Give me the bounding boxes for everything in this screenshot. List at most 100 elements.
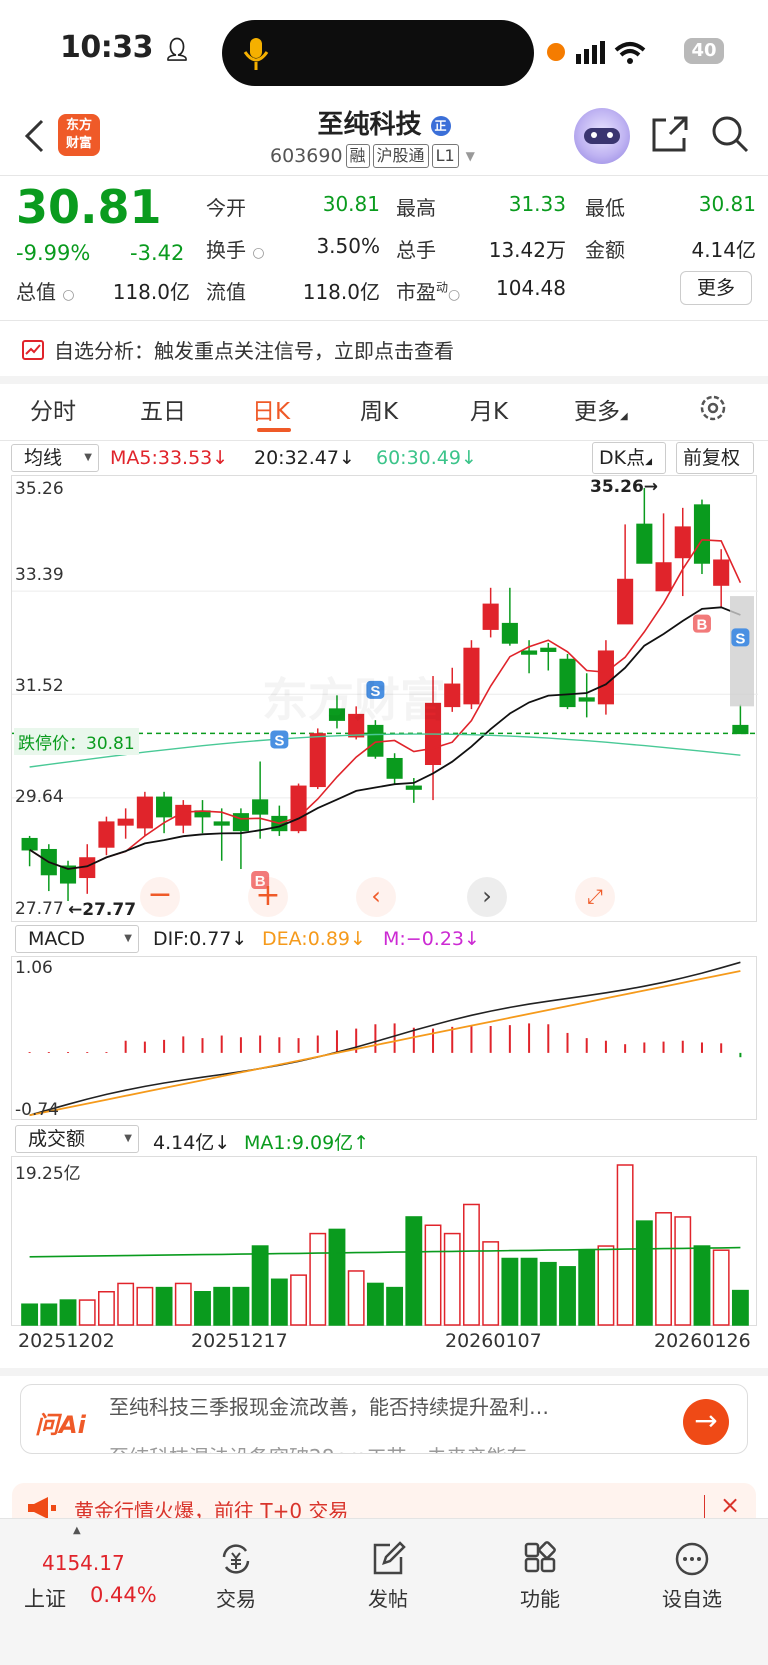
dea-value: DEA:0.89↓ [262, 928, 366, 950]
turnover-value: 3.50% [316, 234, 380, 258]
kline-chart-panel[interactable]: B S S B S [11, 475, 758, 923]
dk-point-button[interactable]: DK点◢ [592, 442, 666, 474]
candle-fill [348, 714, 364, 737]
open-label: 今开 [206, 196, 246, 220]
ma20-line [29, 606, 741, 870]
tab-weekly-k[interactable]: 周K [360, 399, 399, 425]
search-icon[interactable] [710, 114, 750, 154]
volume-bar [117, 1282, 135, 1326]
nav-trade[interactable]: 交易 [186, 1541, 286, 1612]
sell-marker: S [366, 680, 385, 700]
ma60-line [29, 733, 741, 768]
y-tick-3: 31.52 [15, 676, 64, 696]
megaphone-icon [28, 1497, 56, 1519]
tab-divider [0, 440, 768, 441]
ma5-line [29, 538, 742, 870]
tab-intraday[interactable]: 分时 [30, 399, 76, 425]
candle-body [59, 865, 77, 884]
index-name[interactable]: 上证 [24, 1587, 66, 1611]
scroll-right-button[interactable]: › [467, 877, 507, 917]
index-change[interactable]: 0.44% [90, 1583, 157, 1607]
tab-monthly-k[interactable]: 月K [470, 399, 509, 425]
fullscreen-button[interactable]: ⤢ [575, 877, 615, 917]
expand-icon[interactable]: ▲ [73, 1525, 81, 1536]
dynamic-island [222, 20, 534, 86]
kline-chart[interactable]: B S S B S [12, 476, 758, 923]
marker-label: S [370, 683, 380, 700]
more-button[interactable]: 更多 [680, 271, 752, 305]
volume-bar [59, 1299, 77, 1326]
volume-bar [251, 1245, 269, 1326]
volume-bar [520, 1257, 538, 1326]
volume-selector[interactable]: 成交额 ▼ [15, 1125, 139, 1153]
tab-five-day[interactable]: 五日 [140, 399, 186, 425]
microphone-icon [243, 38, 269, 70]
scroll-left-button[interactable]: ‹ [356, 877, 396, 917]
m-value: M:−0.23↓ [383, 928, 480, 950]
candle-body [578, 697, 595, 702]
ma20-value: 20:32.47↓ [254, 447, 355, 469]
adjust-button[interactable]: 前复权 [676, 442, 754, 474]
high-label: 最高 [396, 196, 436, 220]
info-icon[interactable]: ○ [62, 287, 75, 303]
volume-label: 总手 [396, 238, 436, 262]
macd-selector[interactable]: MACD ▼ [15, 925, 139, 953]
nav-functions[interactable]: 功能 [490, 1541, 590, 1612]
candle-fill [291, 786, 306, 831]
candle-body [367, 724, 384, 757]
stock-code: 603690 [270, 145, 343, 167]
chart-icon [22, 339, 44, 360]
ma-selector[interactable]: 均线 ▼ [11, 444, 99, 472]
ai-suggestion-1[interactable]: 至纯科技三季报现金流改善，能否持续提升盈利… [109, 1395, 549, 1419]
ai-suggestion-2[interactable]: 至纯科技湿法设备突破28nm工艺，未来产能有 [109, 1441, 527, 1453]
status-time: 10:33 👤︎ [60, 30, 191, 65]
info-icon[interactable]: ○ [448, 287, 461, 303]
volume-bar [405, 1216, 423, 1326]
float-value: 118.0亿 [302, 280, 380, 304]
float-label: 流值 [206, 280, 246, 304]
candle-fill [310, 733, 326, 787]
turnover-label: 换手 ○ [206, 238, 265, 262]
nav-post[interactable]: 发帖 [338, 1541, 438, 1612]
ma5-value: MA5:33.53↓ [110, 447, 229, 469]
candle-body [559, 658, 576, 708]
zoom-in-button[interactable]: + [248, 877, 288, 917]
volume-bar [174, 1282, 192, 1326]
macd-chart-panel[interactable] [11, 956, 757, 1120]
info-icon[interactable]: ○ [252, 245, 265, 261]
volume-current: 4.14亿↓ [153, 1132, 231, 1154]
marker-box [366, 680, 385, 699]
analysis-banner[interactable]: 自选分析：触发重点关注信号，立即点击查看 [22, 335, 454, 364]
back-icon[interactable] [22, 118, 46, 154]
volume-bar [270, 1278, 288, 1326]
tab-more[interactable]: 更多◢ [574, 399, 628, 425]
settings-icon[interactable] [698, 393, 728, 423]
candle-fill [675, 527, 691, 558]
candle-fill [617, 579, 633, 624]
volume-bar [366, 1282, 384, 1326]
sell-marker: S [731, 628, 750, 647]
low-marker: ←27.77 [68, 900, 137, 920]
close-icon[interactable]: × [720, 1491, 741, 1519]
volume-bar [578, 1249, 596, 1326]
macd-y-top: 1.06 [15, 958, 53, 978]
stock-code-row[interactable]: 603690 融 沪股通 L1 ▼ [270, 144, 475, 168]
marker-label: S [274, 732, 284, 749]
buy-marker: B [251, 871, 270, 890]
ai-go-button[interactable]: → [683, 1399, 729, 1445]
volume-chart [21, 1164, 749, 1326]
marker-label: B [255, 873, 266, 890]
volume-chart-panel[interactable] [11, 1156, 757, 1326]
tab-daily-k[interactable]: 日K [252, 399, 291, 425]
marker-label: B [697, 617, 708, 634]
index-value[interactable]: 4154.17 [42, 1551, 125, 1575]
assistant-avatar[interactable] [574, 108, 630, 164]
nav-add-watchlist[interactable]: 设自选 [642, 1541, 742, 1612]
zoom-out-button[interactable]: − [140, 877, 180, 917]
candle-body [732, 724, 749, 735]
volume-y-top: 19.25亿 [15, 1164, 81, 1184]
candle-fill [656, 562, 671, 591]
change-value: -3.42 [130, 241, 185, 265]
share-icon[interactable] [650, 114, 690, 154]
ai-suggestion-box[interactable]: 问Ai 至纯科技三季报现金流改善，能否持续提升盈利… 至纯科技湿法设备突破28n… [20, 1384, 748, 1454]
